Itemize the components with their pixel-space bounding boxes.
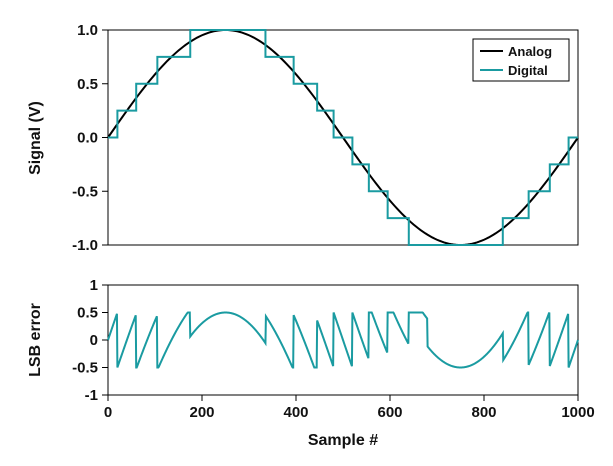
top-y-axis-title: Signal (V): [27, 101, 44, 175]
bottom-y-tick-label: -1: [85, 387, 98, 404]
legend-box: [472, 38, 570, 82]
x-tick-label: 800: [471, 404, 496, 421]
x-axis-title: Sample #: [308, 432, 378, 449]
top-y-tick-label: 1.0: [77, 22, 98, 39]
bottom-y-tick-label: 1: [90, 277, 98, 294]
top-y-tick-label: 0.0: [77, 130, 98, 147]
legend-digital-label: Digital: [508, 63, 548, 78]
top-y-tick-label: -0.5: [72, 183, 98, 200]
legend-analog-label: Analog: [508, 44, 552, 59]
x-tick-label: 400: [283, 404, 308, 421]
series-digital-line: [108, 29, 578, 246]
series-lsb-error-line: [107, 311, 579, 369]
bottom-y-axis-title: LSB error: [27, 303, 44, 377]
x-tick-label: 1000: [561, 404, 594, 421]
bottom-panel: 10.50-0.5-1 0 200 400 600 800 1000 LSB error …: [27, 277, 595, 449]
bottom-x-ticks: 0 200 400 600 800 1000: [104, 395, 595, 421]
top-series: [107, 28, 579, 247]
bottom-y-tick-label: 0.5: [77, 305, 98, 322]
top-y-tick-label: 0.5: [77, 76, 98, 93]
x-tick-label: 200: [189, 404, 214, 421]
top-y-tick-label: -1.0: [72, 237, 98, 254]
bottom-y-ticks: 1 0.5 0 -0.5 -1: [72, 277, 108, 404]
legend: Analog Digital: [472, 38, 570, 82]
bottom-series: [107, 311, 579, 369]
top-y-ticks: 1.0 0.5 0.0 -0.5 -1.0: [72, 22, 108, 254]
x-tick-label: 600: [377, 404, 402, 421]
bottom-y-tick-label: -0.5: [72, 360, 98, 377]
top-panel: 1.0 0.5 0.0 -0.5 -1.0 Signal (V) Analog Digi…: [27, 22, 579, 254]
bottom-y-tick-label: 0: [90, 332, 98, 349]
x-tick-label: 0: [104, 404, 112, 421]
